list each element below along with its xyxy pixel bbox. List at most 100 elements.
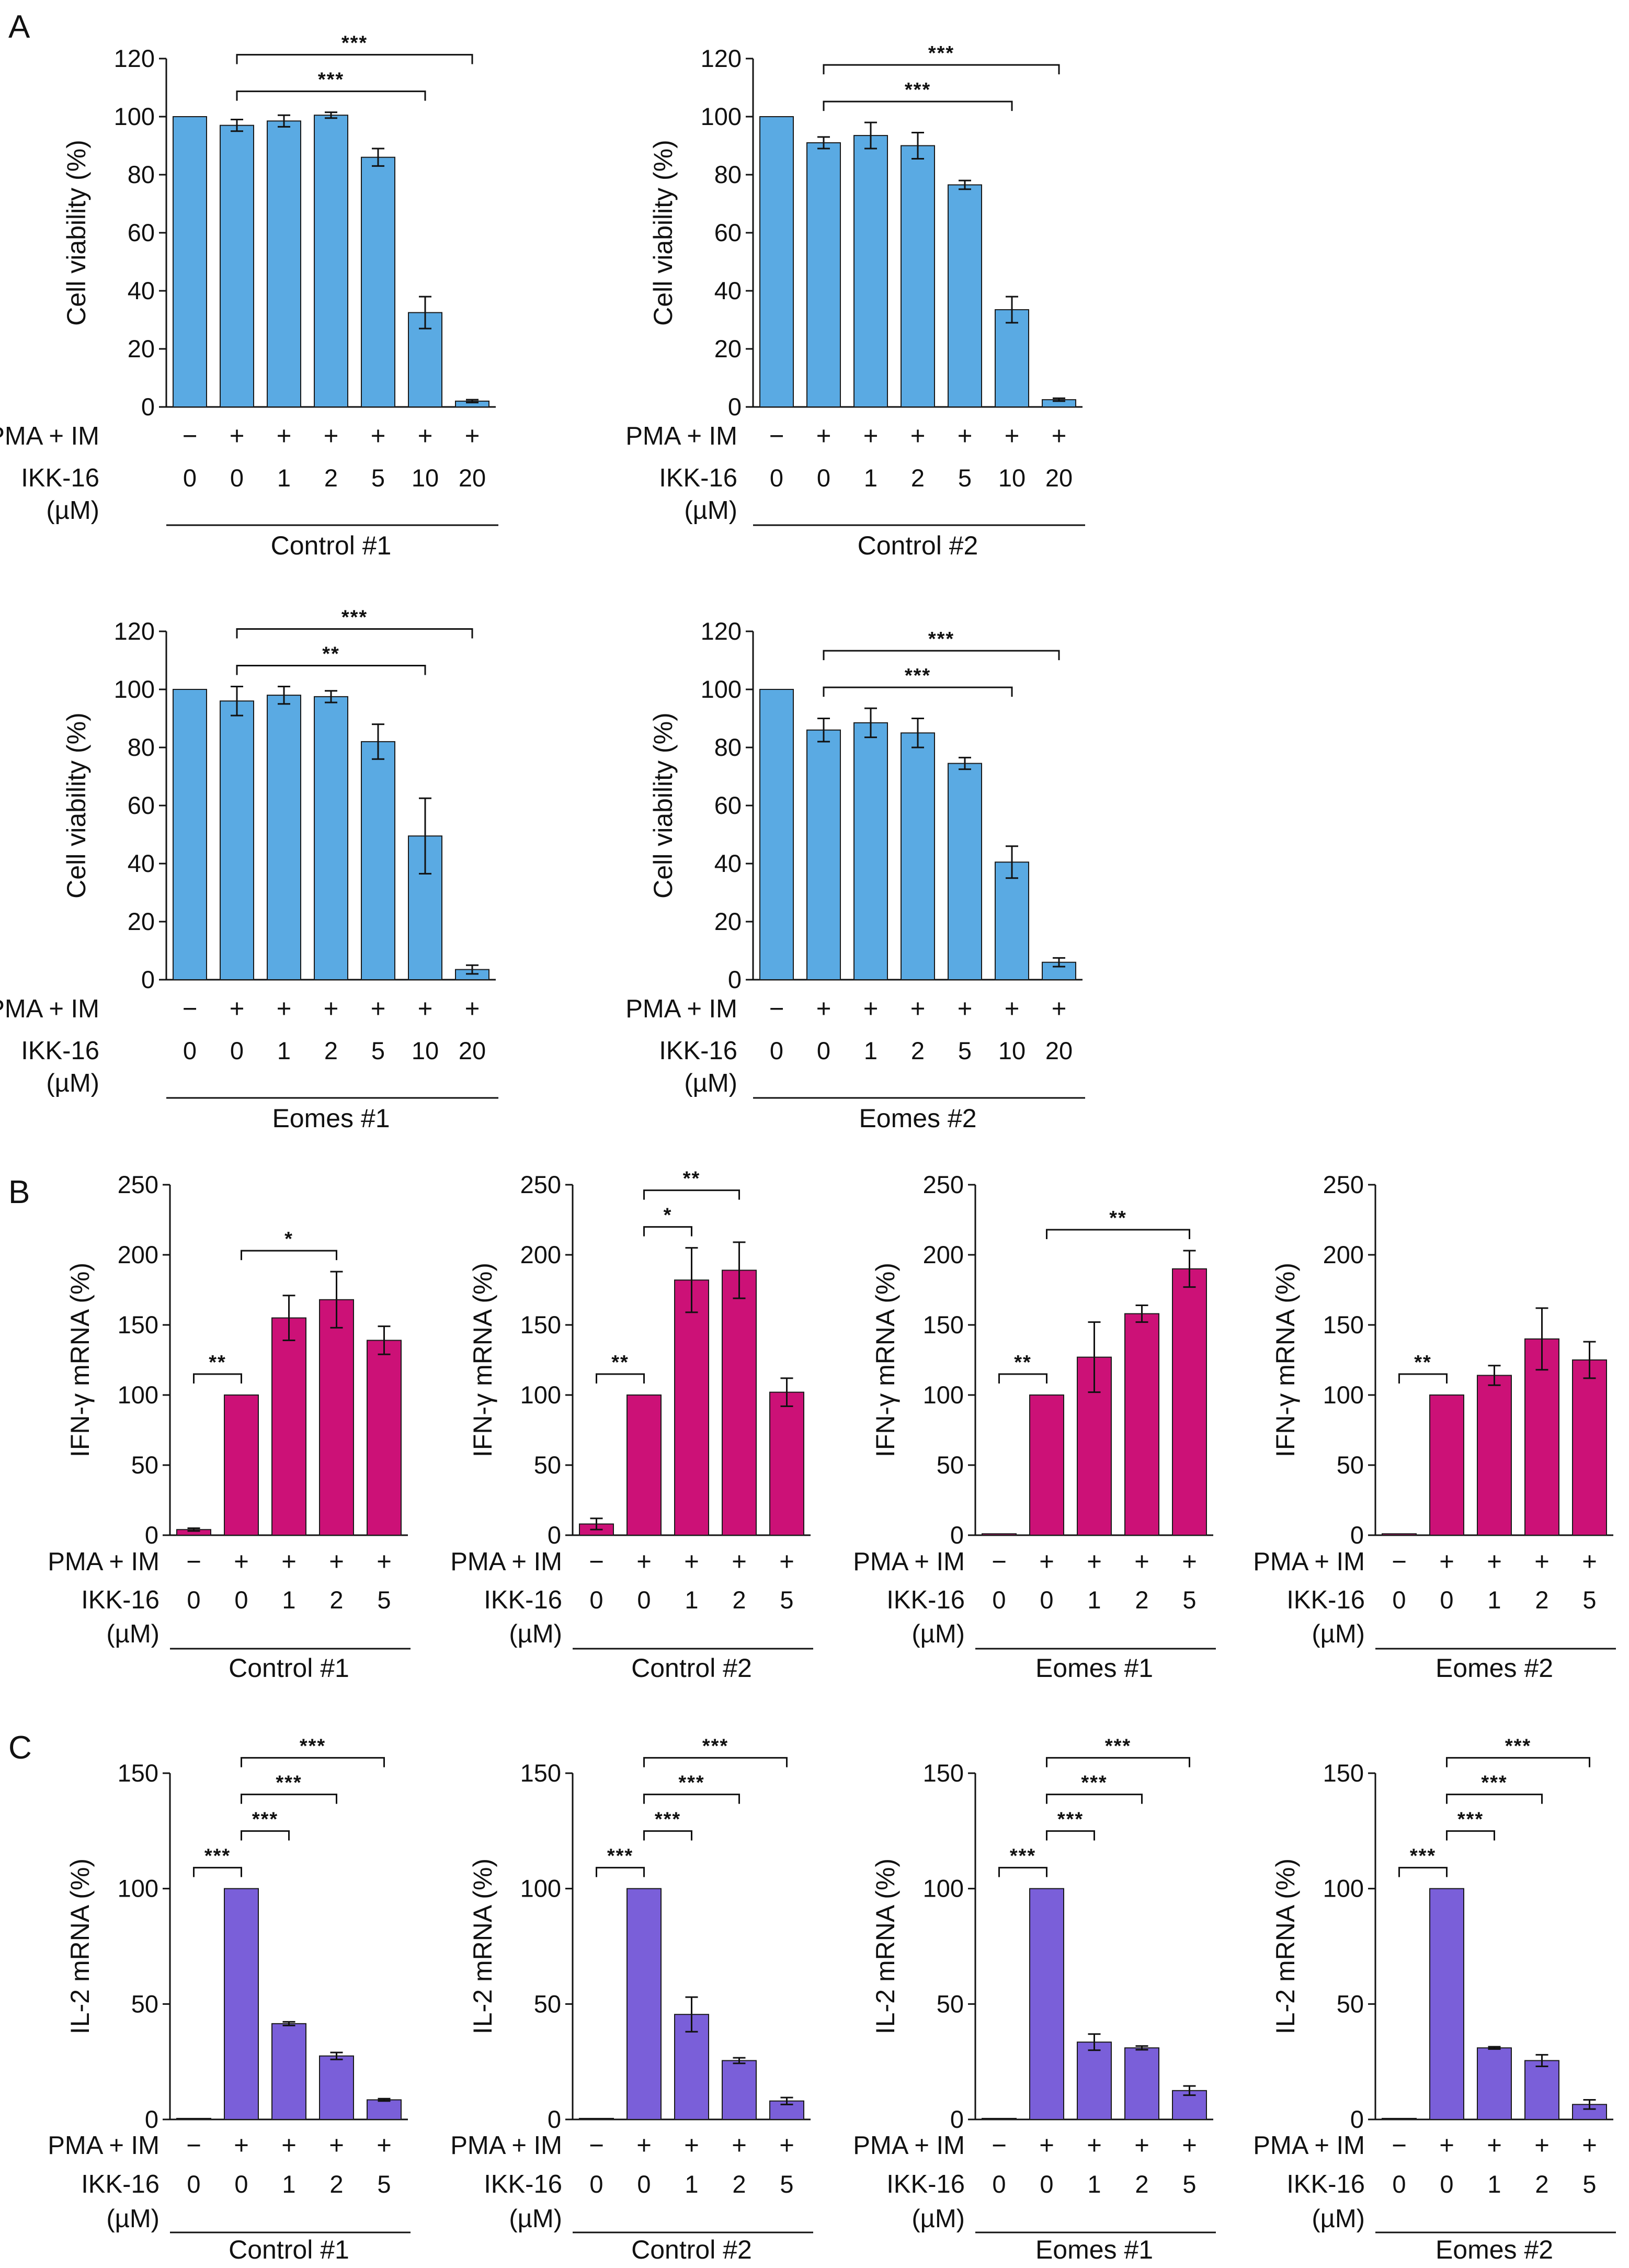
y-tick-label: 120	[701, 617, 742, 645]
significance-label: **	[683, 1168, 701, 1190]
significance-label: ***	[276, 1772, 302, 1794]
panel-letter-a: A	[8, 9, 30, 45]
bar	[367, 2099, 402, 2120]
significance-bracket	[1046, 1229, 1190, 1239]
bar	[173, 116, 207, 407]
y-tick-label: 100	[923, 1875, 964, 1902]
x-tick-label: 0	[770, 1037, 783, 1064]
significance-bracket	[241, 1757, 385, 1767]
y-tick-label: 20	[128, 335, 155, 362]
x-tick-label: 0	[187, 2170, 200, 2198]
y-axis-label: IL-2 mRNA (%)	[468, 1858, 497, 2034]
significance-label: *	[664, 1205, 673, 1227]
panel-letter-c: C	[8, 1730, 32, 1766]
panel-letter-b: B	[8, 1174, 30, 1210]
bar	[1029, 1888, 1064, 2120]
significance-label: ***	[928, 42, 954, 64]
x-tick-label: 5	[371, 1037, 385, 1064]
bar	[1077, 2042, 1112, 2120]
row-label-ikk16: IKK-16	[886, 2170, 965, 2198]
x-tick-label: 1	[282, 2170, 295, 2198]
y-tick-label: 150	[923, 1311, 964, 1339]
row-label-ikk16: IKK-16	[484, 2170, 562, 2198]
x-tick-label: 0	[1392, 2170, 1406, 2198]
y-tick-label: 0	[728, 393, 742, 421]
x-tick-label: 2	[324, 1037, 338, 1064]
x-tick-label: 5	[780, 1586, 793, 1614]
bar	[319, 2055, 354, 2120]
significance-bracket	[236, 664, 426, 675]
pma-im-sign: +	[684, 2131, 699, 2160]
x-tick-label: 2	[911, 1037, 925, 1064]
pma-im-sign: +	[1039, 2131, 1054, 2160]
group-label: Eomes #1	[1035, 2235, 1153, 2264]
pma-im-sign: +	[1582, 2131, 1597, 2160]
pma-im-sign: +	[1052, 422, 1067, 450]
row-label-ikk16: IKK-16	[1286, 1586, 1365, 1614]
row-label-unit: (µM)	[106, 2205, 160, 2233]
y-tick-label: 100	[520, 1381, 561, 1409]
y-axis-label: Cell viability (%)	[648, 712, 678, 899]
significance-bracket	[241, 1250, 337, 1261]
pma-im-sign: +	[1487, 2131, 1502, 2160]
y-axis-label: IFN-γ mRNA (%)	[871, 1263, 900, 1457]
pma-im-sign: +	[636, 1548, 652, 1576]
row-label-unit: (µM)	[912, 2205, 965, 2233]
pma-im-sign: −	[992, 1548, 1007, 1576]
x-tick-label: 0	[187, 1586, 200, 1614]
bar	[853, 135, 888, 407]
y-tick-label: 250	[118, 1171, 158, 1198]
pma-im-sign: −	[186, 2131, 201, 2160]
bar	[1572, 1359, 1607, 1536]
significance-bracket	[823, 686, 1013, 697]
pma-im-sign: −	[186, 1548, 201, 1576]
pma-im-sign: +	[329, 1548, 344, 1576]
bar	[769, 1391, 804, 1536]
y-tick-label: 40	[128, 849, 155, 877]
significance-label: ***	[905, 665, 931, 687]
bar	[224, 1394, 259, 1536]
group-label: Eomes #1	[272, 1104, 390, 1133]
row-label-unit: (µM)	[1312, 2205, 1365, 2233]
x-tick-label: 0	[1040, 1586, 1053, 1614]
bar	[314, 115, 348, 408]
row-label-pma-im: PMA + IM	[450, 1548, 562, 1576]
y-axis-label: IL-2 mRNA (%)	[65, 1858, 95, 2034]
x-tick-label: 20	[459, 464, 486, 492]
bar	[1477, 1375, 1512, 1536]
x-tick-label: 1	[282, 1586, 295, 1614]
y-tick-label: 40	[714, 849, 742, 877]
row-label-unit: (µM)	[106, 1620, 160, 1648]
pma-im-sign: +	[732, 2131, 747, 2160]
pma-im-sign: +	[779, 1548, 794, 1576]
significance-label: ***	[928, 628, 954, 650]
y-tick-label: 100	[118, 1381, 158, 1409]
y-tick-label: 50	[1337, 1990, 1364, 2017]
bar	[626, 1394, 662, 1536]
pma-im-sign: +	[910, 422, 926, 450]
y-tick-label: 100	[114, 675, 155, 703]
pma-im-sign: +	[329, 2131, 344, 2160]
significance-bracket	[823, 64, 1060, 75]
y-tick-label: 80	[714, 161, 742, 188]
significance-bracket	[1046, 1757, 1190, 1767]
row-label-unit: (µM)	[1312, 1620, 1365, 1648]
y-tick-label: 100	[923, 1381, 964, 1409]
significance-bracket	[193, 1867, 242, 1877]
y-axis-label: IFN-γ mRNA (%)	[468, 1263, 497, 1457]
y-tick-label: 200	[923, 1241, 964, 1268]
x-tick-label: 0	[1440, 2170, 1453, 2198]
significance-bracket	[236, 628, 473, 639]
x-tick-label: 2	[329, 2170, 343, 2198]
pma-im-sign: +	[1134, 2131, 1149, 2160]
pma-im-sign: +	[1039, 1548, 1054, 1576]
pma-im-sign: +	[1439, 1548, 1454, 1576]
bar	[722, 1269, 757, 1536]
